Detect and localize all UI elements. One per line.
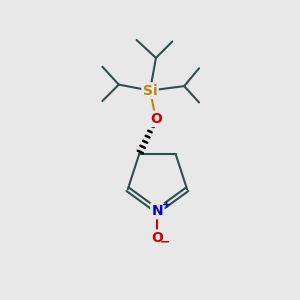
Text: O: O xyxy=(150,112,162,126)
Text: −: − xyxy=(160,236,170,249)
Text: Si: Si xyxy=(143,84,157,98)
Text: O: O xyxy=(152,231,164,245)
Text: N: N xyxy=(152,204,163,218)
Text: +: + xyxy=(162,200,171,210)
